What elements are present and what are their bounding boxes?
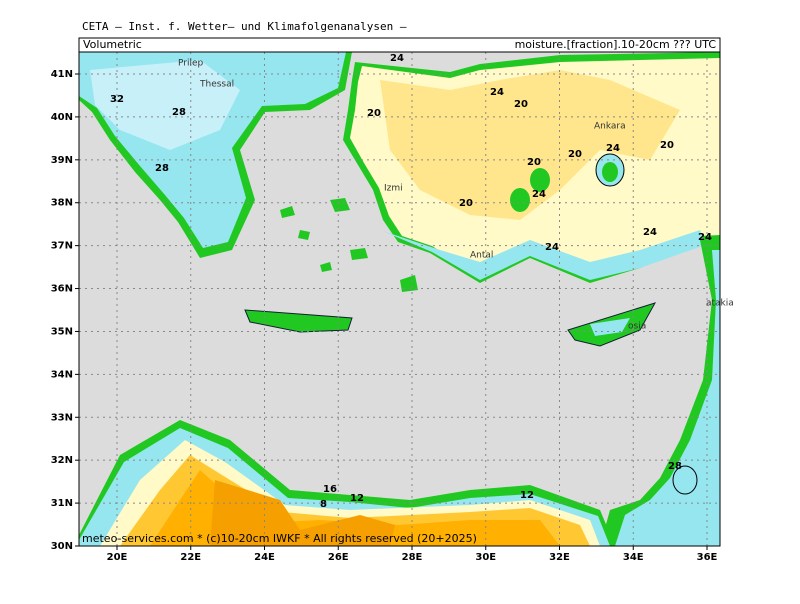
island [280,206,295,218]
island [298,230,310,240]
lat-tick-label: 41N [51,69,73,80]
city-label: Izmi [384,184,403,194]
contour-label: 20 [459,198,473,209]
lat-tick-label: 36N [51,284,73,295]
lon-tick-label: 26E [328,552,349,563]
contour-label: 28 [668,461,682,472]
lat-tick-label: 31N [51,498,73,509]
contour-label: 20 [660,140,674,151]
contour-label: 20 [527,157,541,168]
lat-tick-label: 30N [51,541,73,552]
crete [244,309,353,333]
lat-tick-label: 39N [51,155,73,166]
contour-label: 20 [568,149,582,160]
lake [530,168,550,192]
contour-label: 8 [320,499,327,510]
city-label: osia [628,322,646,332]
contour-label: 20 [514,99,528,110]
lon-tick-label: 36E [697,552,718,563]
lon-tick-label: 20E [107,552,128,563]
city-label: Thessal [199,80,234,90]
city-label: Prilep [178,59,204,69]
contour-label: 28 [172,107,186,118]
contour-label: 24 [490,87,504,98]
contour-label: 12 [520,490,534,501]
contour-label: 28 [155,163,169,174]
island [400,275,418,292]
lat-tick-label: 33N [51,412,73,423]
contour-label: 32 [110,94,124,105]
contour-label: 24 [643,227,657,238]
lat-tick-label: 40N [51,112,73,123]
contour-label: 20 [367,108,381,119]
lon-tick-label: 24E [254,552,275,563]
contour-label: 24 [532,189,546,200]
header-title: CETA – Inst. f. Wetter– und Klimafolgena… [82,20,407,33]
contour-label: 24 [606,143,620,154]
lat-tick-label: 37N [51,241,73,252]
contour-label: 12 [350,493,364,504]
lake [510,188,530,212]
lon-tick-label: 34E [623,552,644,563]
lat-tick-label: 32N [51,455,73,466]
island [320,262,332,272]
lon-tick-label: 30E [475,552,496,563]
header-left: Volumetric [83,38,142,51]
footer: meteo-services.com * (c)10-20cm IWKF * A… [82,532,477,545]
lon-tick-label: 28E [402,552,423,563]
lat-tick-label: 34N [51,369,73,380]
lon-tick-label: 22E [180,552,201,563]
map-area [79,52,720,546]
zone-africa-4 [210,480,395,546]
contour-label: 24 [390,53,404,64]
city-label: atakia [706,299,734,309]
lake [602,162,618,182]
lat-tick-label: 38N [51,198,73,209]
island [350,248,368,260]
contour-label: 24 [698,232,712,243]
city-label: Antal [470,251,493,261]
contour-label: 24 [545,242,559,253]
lon-tick-label: 32E [549,552,570,563]
lake [672,465,698,495]
header-right: moisture.[fraction].10-20cm ??? UTC [515,38,717,51]
zone-greece [90,60,240,150]
island [330,198,350,212]
lat-tick-label: 35N [51,326,73,337]
zone-turkey-coast [380,230,705,280]
city-label: Ankara [594,122,626,132]
contour-label: 16 [323,484,337,495]
zone-turkey-dry [380,70,680,220]
map-frame [78,51,721,547]
